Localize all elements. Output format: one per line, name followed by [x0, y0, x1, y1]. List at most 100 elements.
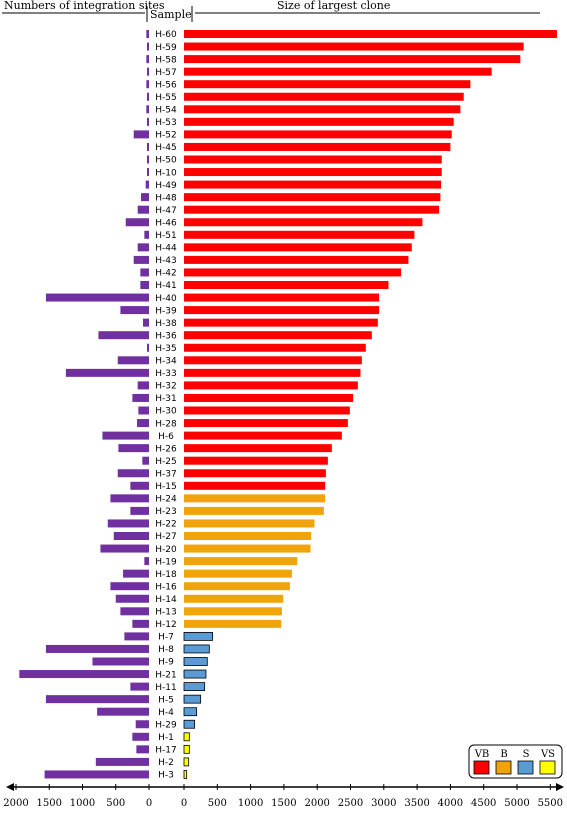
integration-bar — [133, 130, 149, 139]
integration-bar — [95, 757, 149, 766]
sample-label: H-19 — [155, 557, 177, 567]
sample-label: H-57 — [155, 68, 176, 78]
clone-bar — [184, 293, 380, 302]
tick-label: 5000 — [504, 798, 529, 809]
integration-bar — [130, 481, 149, 490]
sample-label: H-26 — [155, 444, 177, 454]
clone-bar — [184, 519, 315, 528]
sample-label: H-27 — [155, 532, 176, 542]
legend-box — [468, 744, 563, 779]
legend-label: VB — [474, 749, 490, 760]
integration-bar — [137, 419, 149, 428]
tick-label: 0 — [181, 798, 187, 809]
integration-bar — [45, 293, 149, 302]
integration-bar — [145, 180, 150, 189]
sample-label: H-38 — [155, 319, 177, 329]
clone-bar — [184, 594, 284, 603]
sample-label: H-47 — [155, 206, 176, 216]
integration-bar — [137, 243, 149, 252]
clone-bar — [184, 205, 440, 214]
integration-bar — [137, 381, 149, 390]
integration-bar — [118, 444, 149, 453]
tick-label: 1500 — [37, 798, 62, 809]
integration-bar — [98, 331, 149, 340]
sample-label: H-18 — [155, 570, 177, 580]
legend: VB B S VS — [468, 744, 563, 779]
clone-bar — [184, 331, 372, 340]
sample-label: H-60 — [155, 30, 177, 40]
sample-label: H-12 — [155, 620, 176, 630]
clone-bar — [183, 732, 190, 742]
sample-labels: H-60 H-59 H-58 H-57 H-56 H-55 H-54 H-53 H-52 H-45… — [155, 30, 177, 780]
integration-bar — [130, 506, 149, 515]
clone-bar — [183, 669, 207, 679]
integration-bar — [147, 343, 149, 352]
integration-bar — [140, 268, 149, 277]
clone-bar — [183, 682, 206, 691]
clone-bar — [184, 381, 358, 390]
integration-bar — [147, 67, 149, 76]
sample-label: H-49 — [155, 181, 177, 191]
legend-swatch — [473, 760, 490, 775]
integration-bar — [102, 431, 149, 440]
integration-bar — [65, 368, 150, 377]
sample-label: H-50 — [155, 156, 177, 166]
integration-bar — [138, 406, 149, 415]
sample-label: H-40 — [155, 294, 177, 304]
integration-bar — [123, 569, 149, 578]
integration-bar — [124, 632, 149, 641]
integration-bar — [100, 544, 149, 553]
x-axis-arrow-right — [556, 783, 564, 791]
integration-bar — [107, 519, 149, 528]
integration-bar — [147, 117, 149, 126]
sample-label: H-56 — [155, 80, 177, 90]
clone-bar — [183, 694, 202, 704]
integration-bar — [141, 193, 149, 202]
clone-bar — [184, 419, 348, 428]
sample-label: H-15 — [155, 482, 176, 492]
header-right: Size of largest clone — [277, 0, 390, 12]
sample-label: H-31 — [155, 394, 176, 404]
sample-label: H-24 — [155, 495, 177, 505]
integration-bar — [132, 393, 150, 402]
clone-bar — [183, 770, 188, 779]
clone-bar — [184, 356, 362, 365]
sample-label: H-1 — [158, 733, 174, 743]
integration-bar — [146, 55, 149, 64]
clone-bar — [184, 230, 415, 239]
integration-bar — [19, 670, 149, 679]
clone-bar — [184, 268, 402, 277]
tick-label: 2500 — [338, 798, 363, 809]
sample-label: H-23 — [155, 507, 176, 517]
integration-bar — [140, 281, 149, 289]
sample-label: H-5 — [158, 695, 174, 705]
clone-bar — [184, 42, 524, 51]
clone-bar — [184, 130, 452, 139]
sample-label: H-20 — [155, 545, 177, 555]
sample-label: H-17 — [155, 746, 176, 756]
integration-bar — [117, 356, 150, 365]
clone-bar — [184, 544, 311, 553]
sample-label: H-52 — [155, 131, 176, 141]
integration-bar — [132, 732, 150, 741]
clone-bar — [184, 456, 328, 465]
sample-label: H-51 — [155, 231, 176, 241]
integration-bar — [137, 205, 149, 214]
clone-bar — [184, 557, 298, 566]
sample-label: H-53 — [155, 118, 176, 128]
integration-bar — [147, 155, 149, 164]
clone-bar — [184, 444, 332, 453]
clone-bar — [184, 393, 354, 402]
tick-label: 1000 — [238, 798, 263, 809]
sample-label: H-33 — [155, 369, 176, 379]
integration-bar — [92, 657, 149, 666]
tick-label: 3500 — [404, 798, 429, 809]
sample-label: H-16 — [155, 582, 177, 592]
integration-bar — [132, 619, 150, 628]
integration-bar — [125, 218, 149, 227]
integration-bar — [146, 80, 149, 89]
sample-label: H-30 — [155, 407, 177, 417]
clone-bar — [184, 318, 378, 327]
integration-bar — [143, 318, 149, 327]
sample-label: H-22 — [155, 520, 176, 530]
